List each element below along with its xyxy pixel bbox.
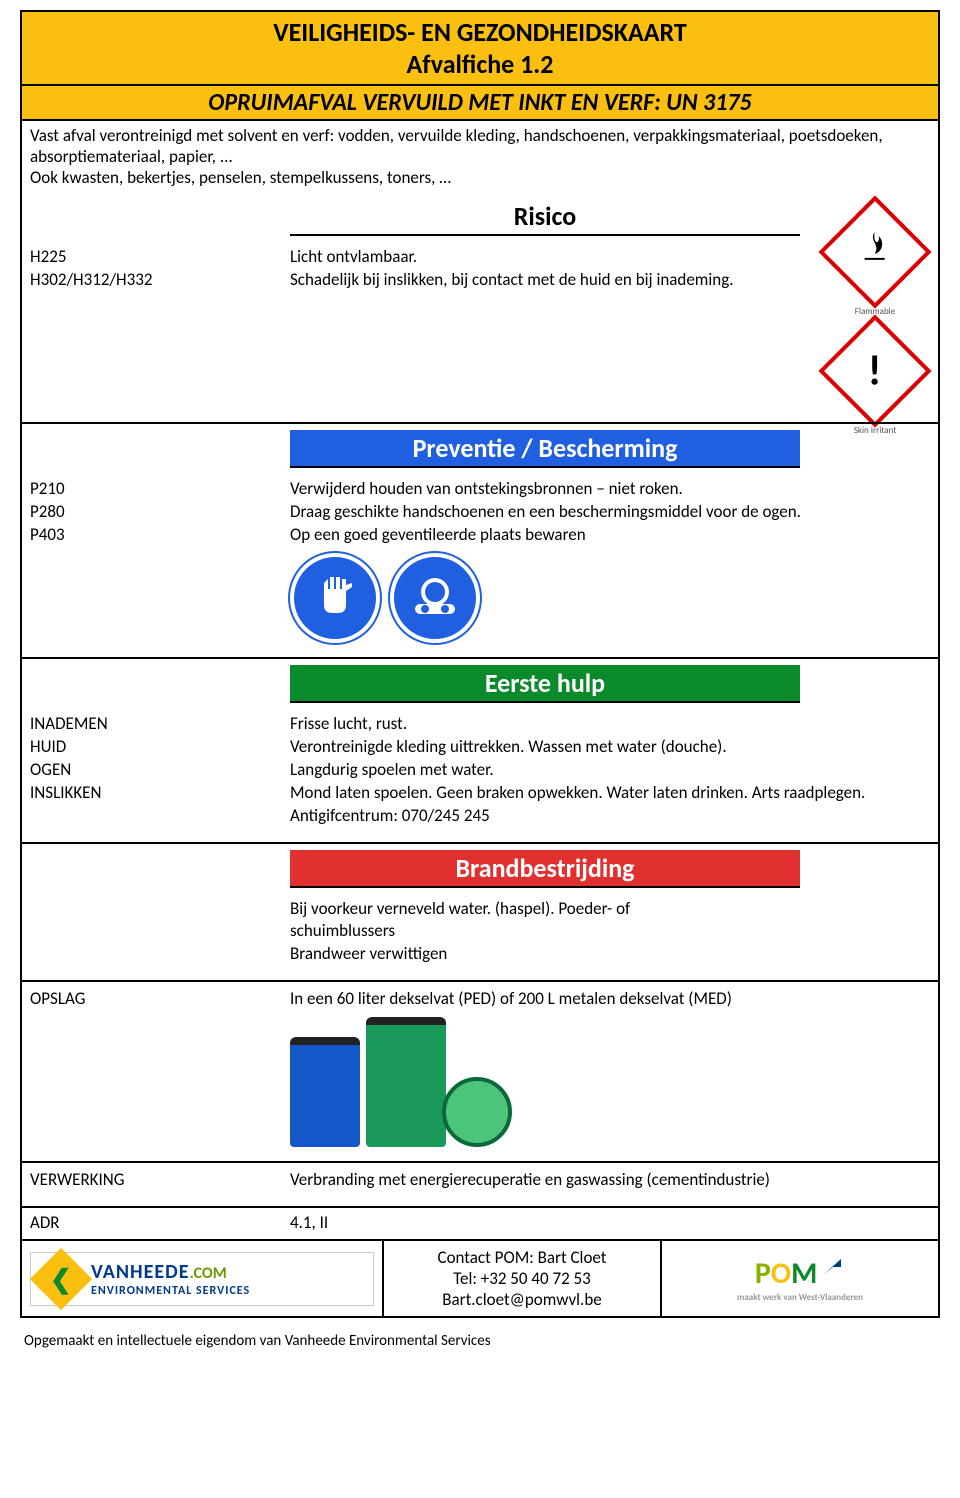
ghs-flammable-icon <box>818 195 931 308</box>
section-adr: ADR 4.1, II <box>22 1206 938 1239</box>
prevention-banner: Preventie / Bescherming <box>290 430 800 468</box>
fa-t1: Frisse lucht, rust. <box>290 713 930 736</box>
section-firstaid: Eerste hulp INADEMEN HUID OGEN INSLIKKEN… <box>22 657 938 842</box>
pcode-p280: P280 <box>30 501 290 524</box>
fire-codes <box>30 898 290 967</box>
firstaid-codes: INADEMEN HUID OGEN INSLIKKEN <box>30 713 290 828</box>
ghs-irritant-icon: ! <box>818 314 931 427</box>
header-subtitle: OPRUIMAFVAL VERVUILD MET INKT EN VERF: U… <box>22 86 938 121</box>
vanheede-name: VANHEEDE <box>91 1260 190 1284</box>
ppe-icons <box>290 553 930 643</box>
fa-inademen: INADEMEN <box>30 713 290 736</box>
section-risk: Risico H225 H302/H312/H332 Licht ontvlam… <box>22 192 938 422</box>
safety-card: VEILIGHEIDS- EN GEZONDHEIDSKAART Afvalfi… <box>20 10 940 1318</box>
header-title: VEILIGHEIDS- EN GEZONDHEIDSKAART Afvalfi… <box>22 12 938 86</box>
fa-t4: Mond laten spoelen. Geen braken opwekken… <box>290 782 930 805</box>
prev-t1: Verwijderd houden van ontstekingsbronnen… <box>290 478 930 501</box>
processing-label: VERWERKING <box>30 1169 290 1192</box>
header-line2: Afvalfiche 1.2 <box>22 48 938 80</box>
processing-text: Verbranding met energierecuperatie en ga… <box>290 1169 930 1192</box>
bottom-note: Opgemaakt en intellectuele eigendom van … <box>20 1318 940 1350</box>
vanheede-dotcom: .COM <box>190 1264 227 1283</box>
vanheede-diamond-icon: ❮ <box>30 1248 92 1310</box>
section-fire: Brandbestrijding Bij voorkeur verneveld … <box>22 842 938 981</box>
storage-text: In een 60 liter dekselvat (PED) of 200 L… <box>290 988 930 1147</box>
section-storage: OPSLAG In een 60 liter dekselvat (PED) o… <box>22 980 938 1161</box>
fa-ogen: OGEN <box>30 759 290 782</box>
pom-arrow-icon <box>821 1255 845 1279</box>
risk-banner: Risico <box>290 198 800 236</box>
risk-codes: H225 H302/H312/H332 <box>30 246 290 292</box>
intro-line2: Ook kwasten, bekertjes, penselen, stempe… <box>30 167 930 188</box>
prevention-codes: P210 P280 P403 <box>30 478 290 643</box>
prev-t2: Draag geschikte handschoenen en een besc… <box>290 501 930 524</box>
firstaid-text: Frisse lucht, rust. Verontreinigde kledi… <box>290 713 930 828</box>
pcode-p403: P403 <box>30 524 290 547</box>
storage-value: In een 60 liter dekselvat (PED) of 200 L… <box>290 988 930 1011</box>
footer: ❮ VANHEEDE.COM ENVIRONMENTAL SERVICES Co… <box>22 1239 938 1316</box>
risk-t2: Schadelijk bij inslikken, bij contact me… <box>290 269 800 292</box>
pom-sub: maakt werk van West-Vlaanderen <box>670 1292 930 1303</box>
adr-label: ADR <box>22 1208 282 1239</box>
section-processing: VERWERKING Verbranding met energierecupe… <box>22 1161 938 1206</box>
fa-huid: HUID <box>30 736 290 759</box>
drums-graphic <box>290 1017 930 1147</box>
vanheede-sub: ENVIRONMENTAL SERVICES <box>91 1284 250 1298</box>
prev-t3: Op een goed geventileerde plaats bewaren <box>290 524 930 547</box>
pom-logo: POM maakt werk van West-Vlaanderen <box>670 1255 930 1303</box>
storage-label: OPSLAG <box>30 988 290 1147</box>
goggles-icon <box>390 553 480 643</box>
fa-inslikken: INSLIKKEN <box>30 782 290 805</box>
drum-lid-icon <box>442 1077 512 1147</box>
green-drum-icon <box>366 1017 446 1147</box>
section-prevention: Preventie / Bescherming P210 P280 P403 V… <box>22 422 938 657</box>
fire-text: Bij voorkeur verneveld water. (haspel). … <box>290 898 930 967</box>
contact-tel: Tel: +32 50 40 72 53 <box>404 1268 640 1289</box>
fire-banner: Brandbestrijding <box>290 850 800 888</box>
ghs-pictograms: Flammable ! Skin Irritant <box>820 198 930 436</box>
fire-t1: Bij voorkeur verneveld water. (haspel). … <box>290 898 710 944</box>
contact-name: Contact POM: Bart Cloet <box>404 1247 640 1268</box>
prevention-text: Verwijderd houden van ontstekingsbronnen… <box>290 478 930 643</box>
adr-value: 4.1, II <box>282 1208 938 1239</box>
vanheede-logo: ❮ VANHEEDE.COM ENVIRONMENTAL SERVICES <box>30 1252 374 1306</box>
gloves-icon <box>290 553 380 643</box>
fa-t3: Langdurig spoelen met water. <box>290 759 930 782</box>
fire-t2: Brandweer verwittigen <box>290 943 930 966</box>
contact-info: Contact POM: Bart Cloet Tel: +32 50 40 7… <box>382 1241 662 1316</box>
intro-line1: Vast afval verontreinigd met solvent en … <box>30 125 930 167</box>
hcode-h302: H302/H312/H332 <box>30 269 290 292</box>
pcode-p210: P210 <box>30 478 290 501</box>
blue-drum-icon <box>290 1037 360 1147</box>
fa-t5: Antigifcentrum: 070/245 245 <box>290 805 930 828</box>
hcode-h225: H225 <box>30 246 290 269</box>
header-line1: VEILIGHEIDS- EN GEZONDHEIDSKAART <box>22 16 938 48</box>
fa-t2: Verontreinigde kleding uittrekken. Wasse… <box>290 736 930 759</box>
intro-text: Vast afval verontreinigd met solvent en … <box>22 121 938 192</box>
risk-t1: Licht ontvlambaar. <box>290 246 800 269</box>
contact-email: Bart.cloet@pomwvl.be <box>404 1289 640 1310</box>
firstaid-banner: Eerste hulp <box>290 665 800 703</box>
